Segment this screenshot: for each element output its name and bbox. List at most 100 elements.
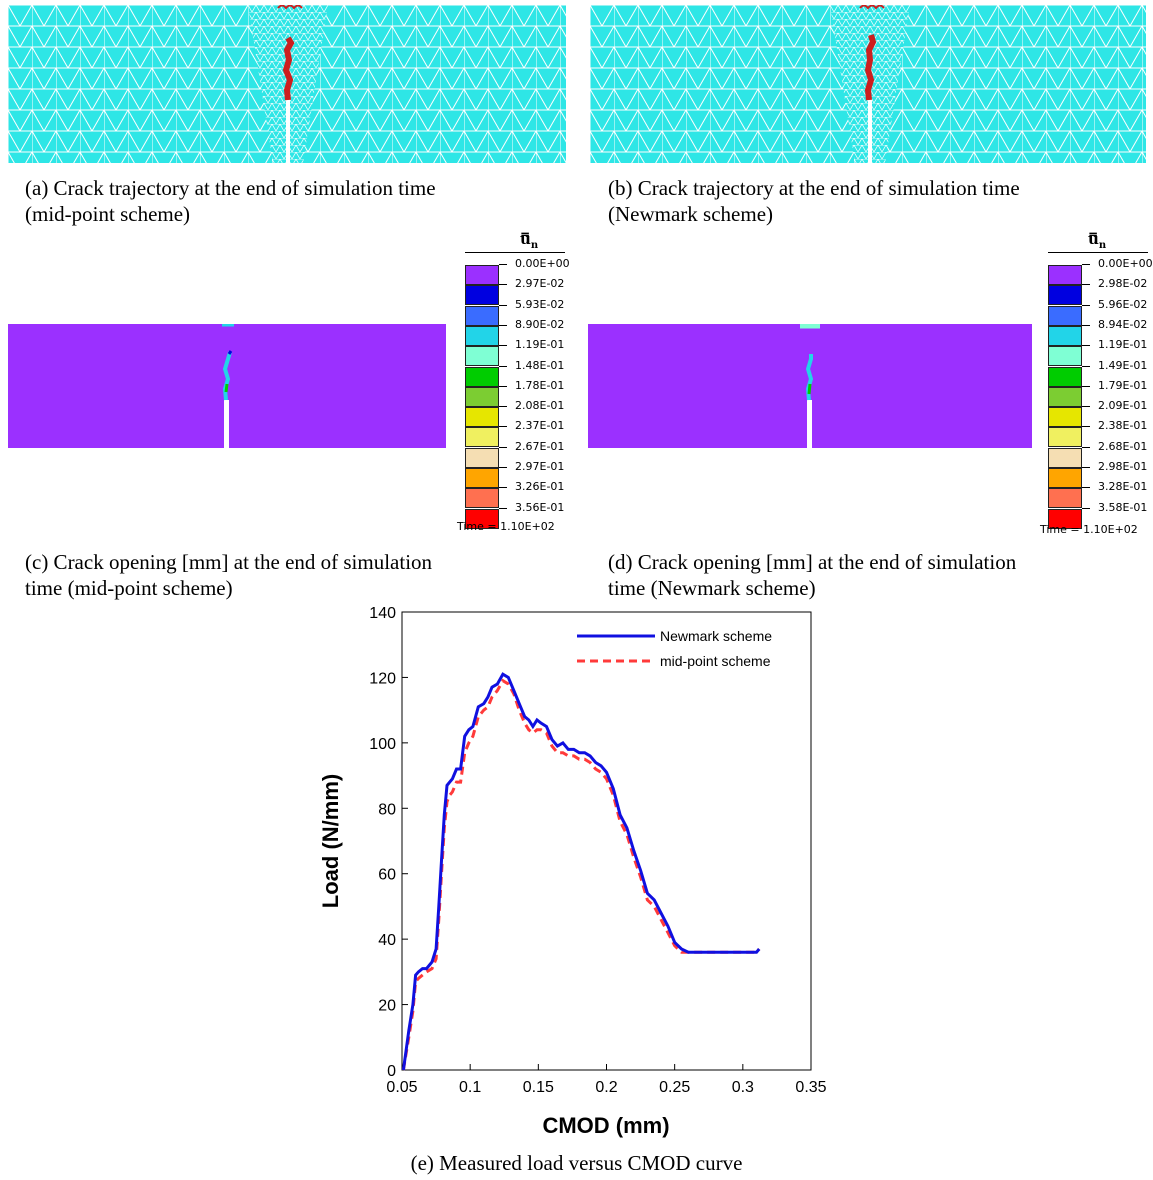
legend-swatch xyxy=(1048,468,1082,488)
x-tick-label: 0.25 xyxy=(659,1079,690,1096)
beam-c-svg xyxy=(8,323,446,448)
legend-swatch xyxy=(1048,366,1082,387)
legend-label: 1.79E-01 xyxy=(1098,378,1148,392)
legend-tick xyxy=(1082,324,1090,326)
legend-tick xyxy=(499,426,507,428)
caption-b-line1: (b) Crack trajectory at the end of simul… xyxy=(608,176,1020,200)
series-line-newmark xyxy=(401,672,761,1071)
y-tick-label: 40 xyxy=(378,932,396,949)
legend-swatch xyxy=(1048,447,1082,468)
legend-label: 2.37E-01 xyxy=(515,419,565,433)
legend-label: 2.09E-01 xyxy=(1098,399,1148,413)
legend-tick xyxy=(499,446,507,448)
legend-tick xyxy=(1082,507,1090,509)
legend-tick xyxy=(499,365,507,367)
legend-tick xyxy=(499,487,507,489)
legend-tick xyxy=(1082,304,1090,306)
series-lines xyxy=(401,672,761,1071)
y-tick-label: 100 xyxy=(369,736,396,753)
legend-tick xyxy=(1082,467,1090,468)
legend-c-swatches: 0.00E+00 2.97E-02 5.93E-02 8.90E-02 1.19E-01… xyxy=(465,257,570,540)
legend-label: 1.49E-01 xyxy=(1098,358,1148,372)
crack-path-a xyxy=(282,36,295,101)
caption-a-line2: (mid-point scheme) xyxy=(25,202,191,226)
legend-label: 2.98E-02 xyxy=(1098,277,1148,291)
mesh-b-svg xyxy=(590,5,1146,163)
legend-label: 1.19E-01 xyxy=(1098,338,1148,352)
legend-tick xyxy=(499,304,507,306)
legend-swatch xyxy=(465,447,499,468)
legend-swatch xyxy=(465,407,499,428)
caption-e: (e) Measured load versus CMOD curve xyxy=(410,1151,743,1175)
legend-c: u̿n 0.00E+00 2.97E-02 5.93E-02 8.90E-02 1.19… xyxy=(457,230,570,540)
panel-b-mesh xyxy=(590,5,1146,163)
legend-c-time: Time = 1.10E+02 xyxy=(457,520,555,533)
legend-swatch xyxy=(465,265,499,285)
legend-label: 8.94E-02 xyxy=(1098,317,1148,331)
legend-label: mid-point scheme xyxy=(660,653,771,669)
legend-tick xyxy=(499,385,507,387)
legend-swatch xyxy=(465,305,499,326)
legend-label: 2.97E-01 xyxy=(515,460,565,473)
mesh-a-svg xyxy=(8,5,566,163)
caption-d: (d) Crack opening [mm] at the end of sim… xyxy=(608,549,1148,601)
caption-b-line2: (Newmark scheme) xyxy=(608,202,774,226)
legend-label: 5.93E-02 xyxy=(515,297,565,311)
legend-swatch xyxy=(1048,427,1082,448)
legend-label: 2.67E-01 xyxy=(515,439,565,453)
legend-swatch xyxy=(1048,386,1082,407)
legend-label: 3.28E-01 xyxy=(1098,480,1148,494)
x-tick-label: 0.3 xyxy=(732,1079,754,1096)
legend-tick xyxy=(1082,365,1090,367)
legend-tick xyxy=(499,345,507,347)
legend-swatch xyxy=(1048,325,1082,346)
caption-d-line2: time (Newmark scheme) xyxy=(608,576,816,600)
legend-swatch xyxy=(1048,508,1082,529)
legend-label: 8.90E-02 xyxy=(515,317,565,331)
legend-label: 0.00E+00 xyxy=(1098,257,1153,270)
legend-tick xyxy=(1082,446,1090,448)
x-tick-label: 0.2 xyxy=(595,1079,617,1096)
caption-c: (c) Crack opening [mm] at the end of sim… xyxy=(25,549,565,601)
legend-d-rule xyxy=(1048,252,1148,253)
legend-swatch xyxy=(1048,407,1082,428)
legend-swatch xyxy=(1048,346,1082,367)
panel-d-beam xyxy=(588,323,1032,448)
legend-tick xyxy=(499,467,507,468)
beam-d-svg xyxy=(588,323,1032,448)
legend-label: 0.00E+00 xyxy=(515,257,570,270)
y-tick-label: 120 xyxy=(369,670,396,687)
legend-label: 1.48E-01 xyxy=(515,358,565,372)
legend-c-rule xyxy=(465,252,565,253)
y-ticks: 0 20 40 60 80 100 120 140 xyxy=(369,605,408,1080)
caption-c-line2: time (mid-point scheme) xyxy=(25,576,233,600)
legend-swatch xyxy=(465,427,499,448)
legend-tick xyxy=(499,507,507,509)
legend-label: 3.26E-01 xyxy=(515,480,565,494)
x-tick-label: 0.35 xyxy=(795,1079,826,1096)
legend-tick xyxy=(499,324,507,326)
legend-label: 2.38E-01 xyxy=(1098,419,1148,433)
chart-e: 0.05 0.1 0.15 0.2 0.25 0.3 0.35 0 20 40 60 80 100 12… xyxy=(300,600,860,1150)
legend-tick xyxy=(499,264,507,265)
legend-tick xyxy=(1082,284,1090,286)
y-tick-label: 80 xyxy=(378,801,396,818)
legend-swatch xyxy=(465,488,499,509)
legend-label: 1.78E-01 xyxy=(515,378,565,392)
legend-swatch xyxy=(1048,265,1082,285)
legend-tick xyxy=(1082,264,1090,265)
legend-c-title: u̿n xyxy=(520,230,539,251)
crack-path-b xyxy=(864,34,877,101)
y-tick-label: 60 xyxy=(378,867,396,884)
legend-tick xyxy=(499,284,507,286)
x-ticks: 0.05 0.1 0.15 0.2 0.25 0.3 0.35 xyxy=(386,1064,827,1096)
y-tick-label: 0 xyxy=(387,1063,396,1080)
panel-a-mesh xyxy=(8,5,566,163)
legend-label: 2.97E-02 xyxy=(515,277,565,291)
legend-swatch xyxy=(1048,305,1082,326)
legend-d: u̿n 0.00E+00 2.98E-02 5.96E-02 8.94E-02 1.19… xyxy=(1040,230,1153,540)
y-axis-label: Load (N/mm) xyxy=(318,774,343,908)
y-tick-label: 20 xyxy=(378,998,396,1015)
legend-tick xyxy=(1082,487,1090,489)
legend-tick xyxy=(1082,406,1090,408)
